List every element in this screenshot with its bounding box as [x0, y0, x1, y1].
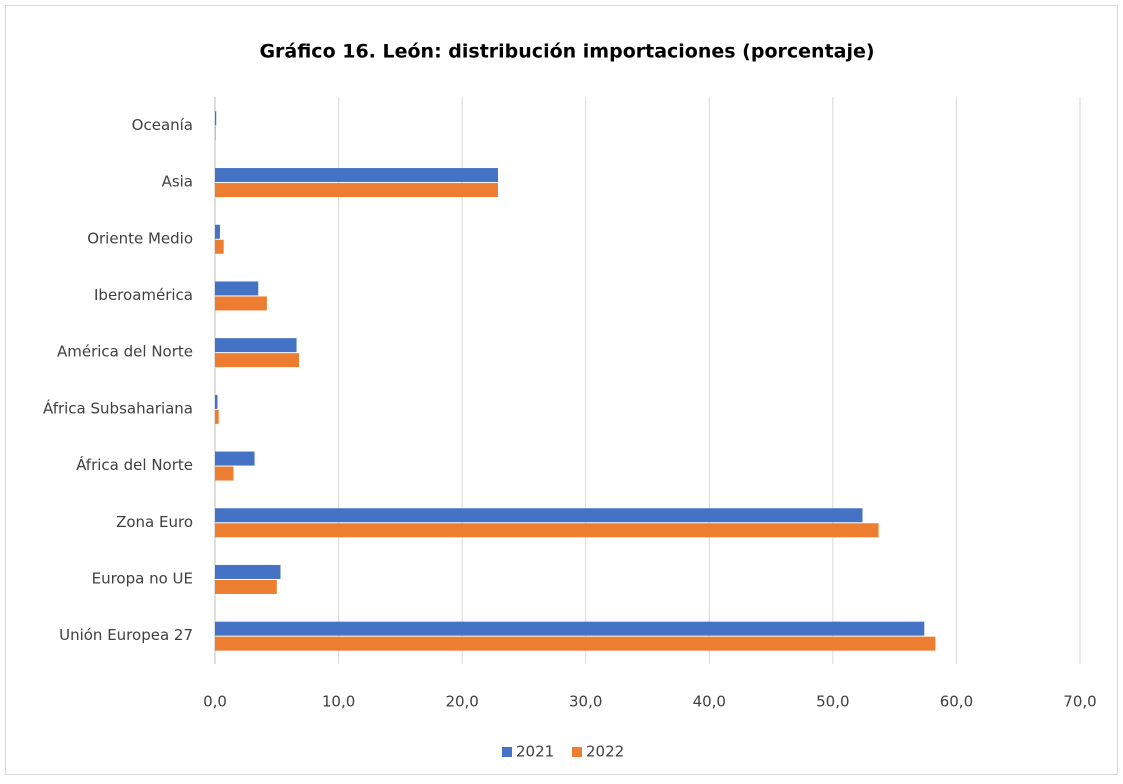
- bar: [215, 409, 219, 424]
- bar: [215, 621, 925, 636]
- legend-label: 2022: [586, 743, 624, 761]
- bar: [215, 394, 218, 409]
- bar: [215, 564, 281, 579]
- chart-title: Gráfico 16. León: distribución importaci…: [259, 41, 874, 63]
- legend-swatch: [502, 747, 512, 757]
- y-tick-label: América del Norte: [57, 343, 193, 361]
- bar: [215, 353, 300, 368]
- x-tick-label: 50,0: [816, 693, 849, 711]
- y-tick-label: África del Norte: [76, 455, 193, 474]
- bar: [215, 183, 498, 198]
- bar: [215, 296, 267, 311]
- y-tick-label: Iberoamérica: [94, 286, 193, 304]
- legend-label: 2021: [516, 743, 554, 761]
- x-tick-label: 0,0: [203, 693, 227, 711]
- x-tick-label: 20,0: [445, 693, 478, 711]
- legend-swatch: [572, 747, 582, 757]
- bar: [215, 111, 217, 126]
- y-tick-label: Zona Euro: [116, 513, 193, 531]
- bar: [215, 168, 498, 183]
- bar: [215, 126, 216, 141]
- bar: [215, 466, 234, 481]
- x-tick-label: 10,0: [322, 693, 355, 711]
- bar: [215, 338, 297, 353]
- bar: [215, 451, 255, 466]
- bar: [215, 281, 259, 296]
- y-tick-label: Oriente Medio: [87, 229, 193, 247]
- y-tick-label: África Subsahariana: [43, 398, 193, 417]
- x-tick-label: 70,0: [1063, 693, 1096, 711]
- x-tick-label: 60,0: [940, 693, 973, 711]
- y-tick-label: Asia: [162, 173, 193, 191]
- bar: [215, 523, 879, 538]
- y-tick-label: Oceanía: [132, 116, 193, 134]
- x-tick-label: 30,0: [569, 693, 602, 711]
- bar: [215, 579, 277, 594]
- y-tick-label: Unión Europea 27: [59, 626, 193, 644]
- x-tick-label: 40,0: [693, 693, 726, 711]
- bar: [215, 636, 936, 651]
- bar: [215, 224, 220, 239]
- bar: [215, 508, 863, 523]
- y-tick-label: Europa no UE: [92, 569, 193, 587]
- bar: [215, 239, 224, 254]
